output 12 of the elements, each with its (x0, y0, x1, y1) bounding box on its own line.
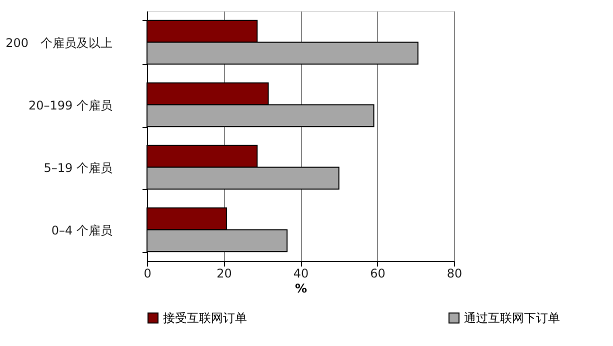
x-tick-label: 60 (370, 266, 386, 280)
x-tick-label: 0 (144, 266, 152, 280)
y-tick-label: 0–4 个雇员 (51, 223, 112, 238)
legend-label: 接受互联网订单 (163, 311, 247, 325)
x-axis-title: % (294, 282, 308, 296)
x-tick-label: 40 (293, 266, 309, 280)
x-tick-label: 80 (446, 266, 462, 280)
y-tick-label: 200 个雇员及以上 (6, 36, 112, 50)
y-tick-label: 20–199 个雇员 (28, 98, 112, 112)
y-tick-label: 5–19 个雇员 (44, 160, 112, 175)
legend-label: 通过互联网下订单 (464, 311, 560, 325)
x-tick-label: 20 (216, 266, 232, 280)
